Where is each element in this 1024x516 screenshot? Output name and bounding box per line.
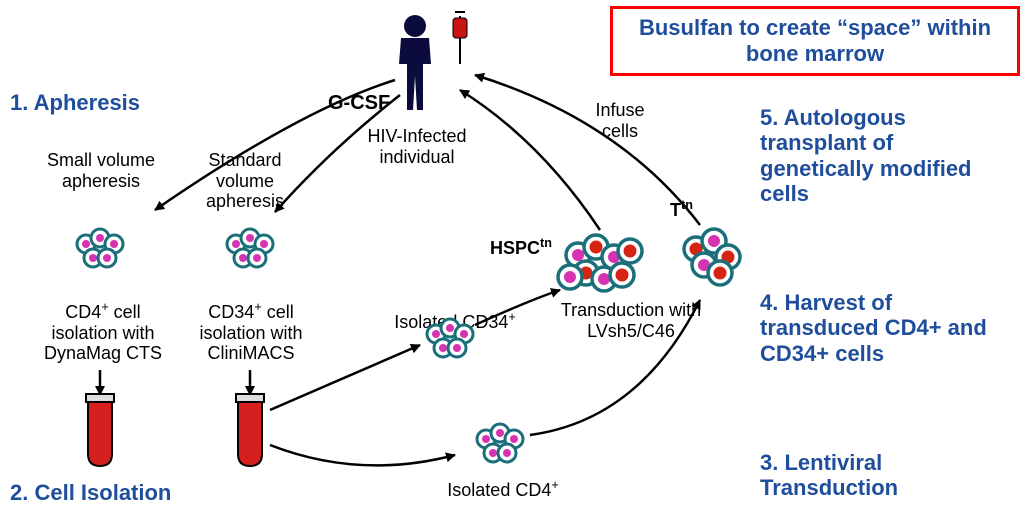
- cd4-tube-icon: [86, 394, 114, 466]
- isolated-cd4-cells: [477, 424, 523, 462]
- iv-bag-icon: [453, 12, 467, 64]
- hiv-caption: HIV-Infected individual: [352, 126, 482, 167]
- step-4-label: 4. Harvest of transduced CD4+ and CD34+ …: [760, 290, 1010, 366]
- step-1-label: 1. Apheresis: [10, 90, 140, 115]
- transduction-caption: Transduction with LVsh5/C46: [556, 300, 706, 341]
- cd4-isolation-caption: CD4+ cell isolation with DynaMag CTS: [38, 300, 168, 364]
- step-2-label: 2. Cell Isolation: [10, 480, 171, 505]
- busulfan-callout: Busulfan to create “space” within bone m…: [610, 6, 1020, 76]
- cd34-isolation-caption: CD34+ cell isolation with CliniMACS: [186, 300, 316, 364]
- step-3-label: 3. Lentiviral Transduction: [760, 450, 1020, 501]
- standard-apheresis-cells: [227, 229, 273, 267]
- hspc-tn-label: HSPCtn: [490, 236, 552, 259]
- arrow-tube-to-cd4: [270, 445, 455, 465]
- t-cluster: [684, 229, 740, 285]
- isolated-cd34-caption: Isolated CD34+: [380, 310, 530, 333]
- small-apheresis-cells: [77, 229, 123, 267]
- small-apheresis-caption: Small volume apheresis: [46, 150, 156, 191]
- hspc-cluster: [558, 235, 642, 291]
- person-icon: [399, 15, 431, 110]
- infuse-caption: Infuse cells: [585, 100, 655, 141]
- gcsf-label: G-CSF: [328, 92, 390, 115]
- arrow-t-infuse: [475, 75, 700, 225]
- standard-apheresis-caption: Standard volume apheresis: [190, 150, 300, 212]
- diagram-stage: Busulfan to create “space” within bone m…: [0, 0, 1024, 516]
- step-5-label: 5. Autologous transplant of genetically …: [760, 105, 1010, 206]
- cd34-tube-icon: [236, 394, 264, 466]
- isolated-cd4-caption: Isolated CD4+: [428, 478, 578, 501]
- t-tn-label: Ttn: [670, 198, 693, 221]
